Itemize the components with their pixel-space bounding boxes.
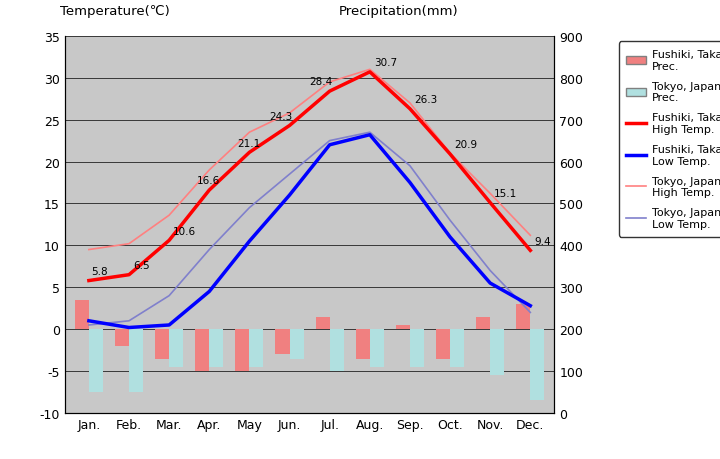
Bar	[370, 330, 384, 367]
Bar	[276, 330, 289, 354]
Bar	[75, 300, 89, 330]
Bar	[89, 330, 103, 392]
Legend: Fushiki, Takaoka
Prec., Tokyo, Japan
Prec., Fushiki, Takaoka
High Temp., Fushiki: Fushiki, Takaoka Prec., Tokyo, Japan Pre…	[618, 42, 720, 237]
Bar	[115, 330, 129, 346]
Bar	[410, 330, 424, 367]
Bar	[195, 330, 210, 371]
Text: 28.4: 28.4	[310, 77, 333, 87]
Bar	[356, 330, 370, 359]
Bar	[129, 330, 143, 392]
Text: Precipitation(mm): Precipitation(mm)	[339, 5, 459, 18]
Text: 30.7: 30.7	[374, 58, 397, 68]
Text: 9.4: 9.4	[534, 236, 551, 246]
Bar	[249, 330, 264, 367]
Text: 15.1: 15.1	[494, 189, 518, 198]
Bar	[516, 304, 531, 330]
Text: 24.3: 24.3	[269, 112, 293, 122]
Text: 6.5: 6.5	[133, 260, 150, 270]
Bar	[490, 330, 504, 375]
Text: Temperature(℃): Temperature(℃)	[60, 5, 170, 18]
Bar	[436, 330, 450, 359]
Bar	[289, 330, 304, 359]
Text: 16.6: 16.6	[197, 176, 220, 186]
Text: 5.8: 5.8	[91, 266, 107, 276]
Bar	[210, 330, 223, 367]
Bar	[476, 317, 490, 330]
Bar	[315, 317, 330, 330]
Bar	[169, 330, 183, 367]
Bar	[396, 325, 410, 330]
Bar	[155, 330, 169, 359]
Text: 26.3: 26.3	[414, 95, 437, 105]
Text: 10.6: 10.6	[173, 226, 197, 236]
Bar	[450, 330, 464, 367]
Bar	[235, 330, 249, 371]
Bar	[330, 330, 343, 371]
Text: 21.1: 21.1	[238, 138, 261, 148]
Bar	[531, 330, 544, 401]
Text: 20.9: 20.9	[454, 140, 477, 150]
